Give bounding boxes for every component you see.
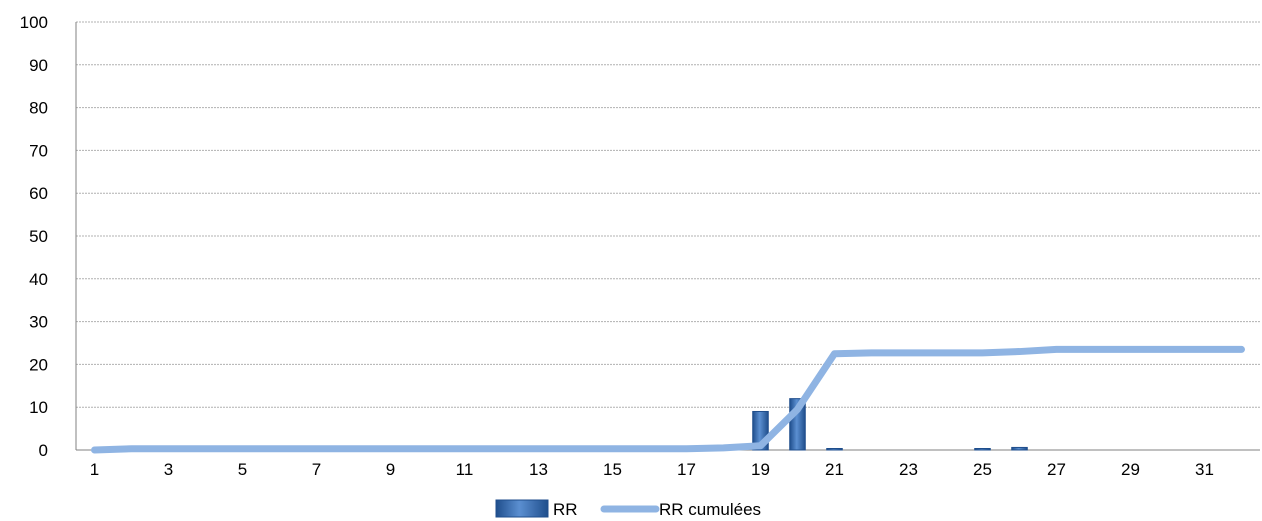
x-tick-label: 31 <box>1195 460 1214 479</box>
x-tick-label: 25 <box>973 460 992 479</box>
x-tick-label: 23 <box>899 460 918 479</box>
x-tick-label: 15 <box>603 460 622 479</box>
bar-series <box>752 398 1028 451</box>
x-tick-label: 19 <box>751 460 770 479</box>
bar-rr <box>826 448 843 451</box>
x-tick-label: 11 <box>456 460 474 479</box>
x-tick-label: 3 <box>164 460 173 479</box>
y-tick-label: 30 <box>29 313 48 332</box>
y-tick-label: 70 <box>29 141 48 160</box>
x-tick-label: 13 <box>529 460 548 479</box>
x-tick-label: 21 <box>825 460 844 479</box>
y-tick-label: 100 <box>20 13 48 32</box>
x-tick-label: 1 <box>90 460 99 479</box>
y-tick-label: 10 <box>29 398 48 417</box>
y-tick-label: 50 <box>29 227 48 246</box>
y-tick-label: 0 <box>39 441 48 460</box>
y-tick-label: 40 <box>29 270 48 289</box>
line-rr-cumulees <box>91 345 1245 454</box>
y-axis-ticks: 0 10 20 30 40 50 60 70 80 90 100 <box>20 13 48 460</box>
x-tick-label: 9 <box>386 460 395 479</box>
legend-label-rr: RR <box>553 500 578 519</box>
legend: RR RR cumulées <box>495 499 761 519</box>
y-tick-label: 90 <box>29 56 48 75</box>
bar-rr <box>1011 446 1028 451</box>
x-tick-label: 29 <box>1121 460 1140 479</box>
x-tick-label: 17 <box>677 460 696 479</box>
x-tick-label: 27 <box>1047 460 1066 479</box>
legend-label-rr-cumulees: RR cumulées <box>659 500 761 519</box>
x-tick-label: 5 <box>238 460 247 479</box>
gridlines <box>76 21 1260 408</box>
line-series <box>91 345 1245 454</box>
y-tick-label: 80 <box>29 99 48 118</box>
y-tick-label: 60 <box>29 184 48 203</box>
bar-rr <box>974 448 991 451</box>
x-axis-ticks: 1 3 5 7 9 11 13 15 17 19 21 23 25 27 29 31 <box>90 460 1214 479</box>
legend-swatch-rr <box>495 499 549 518</box>
y-tick-label: 20 <box>29 355 48 374</box>
x-tick-label: 7 <box>312 460 321 479</box>
